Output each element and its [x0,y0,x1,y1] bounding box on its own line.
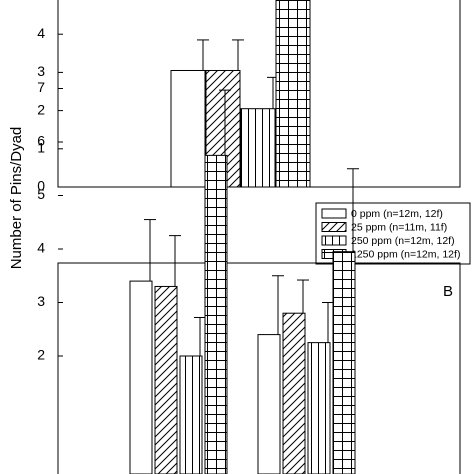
y-tick-label: 4 [37,25,45,41]
y-tick-label: 4 [37,240,45,256]
y-tick-label: 0 [37,178,45,194]
bar-blank [257,334,281,474]
bar-vertical [179,355,203,474]
y-tick-label: 6 [37,133,45,149]
bar-grid [275,0,311,188]
panel-a: 0 1 2 3 4 [37,0,461,194]
bar-grid [204,154,228,474]
panel-b-label: B [443,283,453,300]
y-tick-label: 2 [37,347,45,363]
bar-diagonal [154,285,178,474]
y-tick-label: 2 [37,101,45,117]
legend-label: 250 ppm (n=12m, 12f) [351,235,455,247]
bar-vertical [240,108,276,188]
y-tick-label: 7 [37,79,45,95]
legend-swatch-vertical [321,235,347,246]
bar-diagonal [282,312,306,474]
y-axis-label: Number of Pins/Dyad [8,127,25,270]
bar-vertical [307,342,331,474]
y-tick-label: 1 [37,140,45,156]
legend-swatch-diagonal [321,222,347,232]
legend-label: 25 ppm (n=11m, 11f) [351,221,447,233]
panel-b-frame [57,262,461,474]
y-tick-label: 3 [37,293,45,309]
y-tick-label: 5 [37,186,45,202]
y-tick-label: 3 [37,63,45,79]
bar-blank [170,69,206,188]
legend-swatch-blank [321,208,347,219]
legend: 0 ppm (n=12m, 12f)25 ppm (n=11m, 11f) 250… [315,202,471,265]
legend-label: 1250 ppm (n=12m, 12f) [351,248,460,260]
panel-b: B 2 3 4 5 6 7 [37,79,461,474]
bar-blank [129,280,153,474]
bar-grid [332,251,356,474]
legend-label: 0 ppm (n=12m, 12f) [351,208,443,220]
